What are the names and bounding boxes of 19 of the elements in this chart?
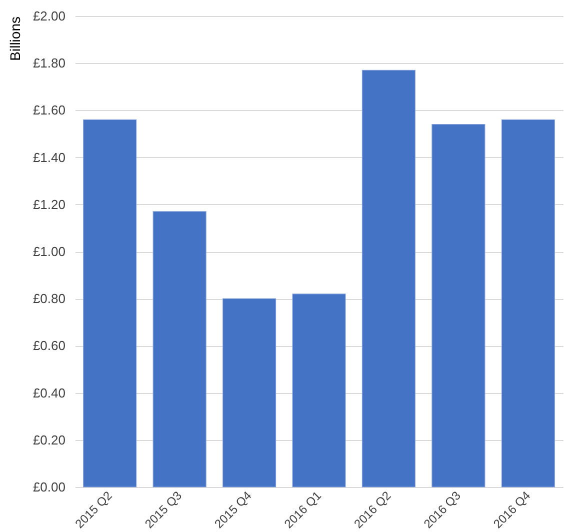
y-tick-label: £1.40 bbox=[32, 150, 66, 165]
y-tick-label: £2.00 bbox=[32, 8, 66, 24]
y-tick-label: £0.40 bbox=[32, 385, 66, 400]
y-tick-label: £1.60 bbox=[32, 102, 66, 118]
bar bbox=[501, 119, 555, 488]
y-tick-label: £1.20 bbox=[32, 196, 66, 212]
y-tick-label: £0.60 bbox=[32, 338, 66, 354]
y-tick-label: £0.00 bbox=[32, 480, 66, 494]
bar bbox=[83, 119, 137, 488]
y-axis-title: Billions bbox=[6, 16, 23, 61]
y-tick-label: £0.20 bbox=[32, 432, 66, 448]
y-tick-label: £1.80 bbox=[32, 56, 66, 71]
bar bbox=[432, 124, 486, 488]
bar bbox=[152, 211, 206, 488]
y-tick-label: £0.80 bbox=[32, 291, 66, 306]
bar bbox=[362, 70, 416, 488]
y-tick-label: £1.00 bbox=[32, 244, 66, 259]
bar bbox=[222, 298, 276, 488]
bar bbox=[292, 294, 346, 488]
